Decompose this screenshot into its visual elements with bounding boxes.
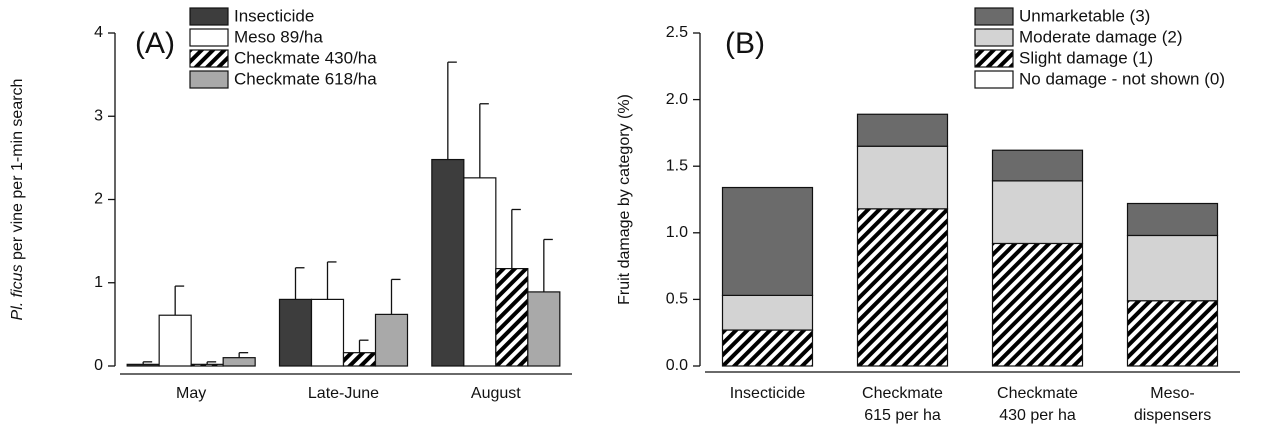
bar [190,363,224,367]
legend-swatch [189,49,229,68]
x-tick-label-line: Checkmate [997,385,1078,402]
x-tick-label: August [471,385,521,402]
legend-swatch [189,7,229,26]
legend-swatch [189,28,229,47]
bar-segment [1126,202,1219,237]
bar [158,314,192,367]
bar [431,158,465,367]
legend-label: No damage - not shown (0) [1019,69,1225,88]
y-tick-label: 3 [94,107,103,124]
x-tick-label: Late-June [308,385,379,402]
bar [463,177,497,367]
y-tick-label: 1.5 [666,157,688,174]
y-tick-label: 0 [94,357,103,374]
legend-label: Insecticide [234,6,314,25]
y-tick-label: 1 [94,274,103,291]
y-tick-label: 2.5 [666,24,688,41]
y-axis-label-text: Fruit damage by category (%) [616,94,633,305]
bar-segment [721,186,814,297]
x-tick-label: Meso-dispensers [1134,385,1211,424]
legend-label: Checkmate 618/ha [234,69,377,88]
x-tick-label-line: 615 per ha [864,407,941,424]
panel-label: (A) [135,27,175,60]
legend-label: Unmarketable (3) [1019,6,1150,25]
legend-swatch [974,28,1014,47]
legend-swatch [974,49,1014,68]
y-axis-label-text: per vine per 1-min search [9,79,26,260]
y-axis-label-italic: Pl. ficus [9,264,26,320]
y-axis-label: Fruit damage by category (%) [616,94,633,305]
bar [527,291,561,367]
y-tick-label: 2 [94,191,103,208]
bar [222,357,256,367]
bar-segment [856,145,949,210]
bar-segment [856,208,949,367]
bar-segment [991,149,1084,182]
bar-segment [721,329,814,367]
legend-label: Meso 89/ha [234,27,323,46]
y-tick-label: 2.0 [666,91,688,108]
bar-segment [1126,300,1219,367]
x-tick-label: May [176,385,206,402]
y-tick-label: 0.0 [666,357,688,374]
legend-label: Moderate damage (2) [1019,27,1182,46]
x-tick-label-line: Checkmate [862,385,943,402]
legend-swatch [974,70,1014,89]
bar [310,298,345,367]
x-tick-label-line: Meso- [1150,385,1194,402]
bar [126,363,160,367]
legend-label: Checkmate 430/ha [234,48,377,67]
bar-segment [721,294,814,331]
x-tick-label: Insecticide [730,385,806,402]
y-axis-label: Pl. ficus per vine per 1-min search [9,79,26,321]
y-tick-label: 1.0 [666,224,688,241]
x-tick-label-line: Insecticide [730,385,806,402]
bar-segment [991,180,1084,245]
bar-segment [856,113,949,147]
bar-segment [991,242,1084,367]
legend-swatch [974,7,1014,26]
bar [495,267,529,367]
bar [342,352,377,367]
x-tick-label: Checkmate 615 per ha [862,385,943,424]
panel-label: (B) [725,27,765,60]
bar [278,298,313,367]
bar-segment [1126,234,1219,302]
x-tick-label-line: dispensers [1134,407,1211,424]
bar [374,313,409,367]
y-tick-label: 0.5 [666,291,688,308]
x-tick-label-line: 430 per ha [999,407,1076,424]
y-tick-label: 4 [94,24,103,41]
x-tick-label: Checkmate 430 per ha [997,385,1078,424]
legend-label: Slight damage (1) [1019,48,1153,67]
legend-swatch [189,70,229,89]
